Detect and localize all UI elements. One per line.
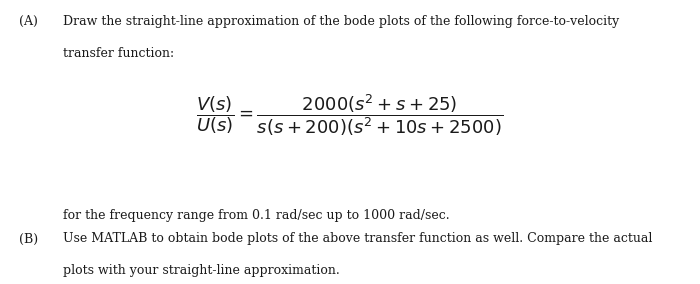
Text: (A): (A) — [20, 15, 38, 28]
Text: (B): (B) — [20, 232, 38, 245]
Text: Draw the straight-line approximation of the bode plots of the following force-to: Draw the straight-line approximation of … — [63, 15, 620, 28]
Text: Use MATLAB to obtain bode plots of the above transfer function as well. Compare : Use MATLAB to obtain bode plots of the a… — [63, 232, 652, 245]
Text: plots with your straight-line approximation.: plots with your straight-line approximat… — [63, 264, 340, 277]
Text: transfer function:: transfer function: — [63, 47, 174, 60]
Text: $\dfrac{V(s)}{U(s)} = \dfrac{2000(s^2+s+25)}{s(s+200)(s^2+10s+2500)}$: $\dfrac{V(s)}{U(s)} = \dfrac{2000(s^2+s+… — [197, 93, 503, 139]
Text: for the frequency range from 0.1 rad/sec up to 1000 rad/sec.: for the frequency range from 0.1 rad/sec… — [63, 209, 450, 222]
